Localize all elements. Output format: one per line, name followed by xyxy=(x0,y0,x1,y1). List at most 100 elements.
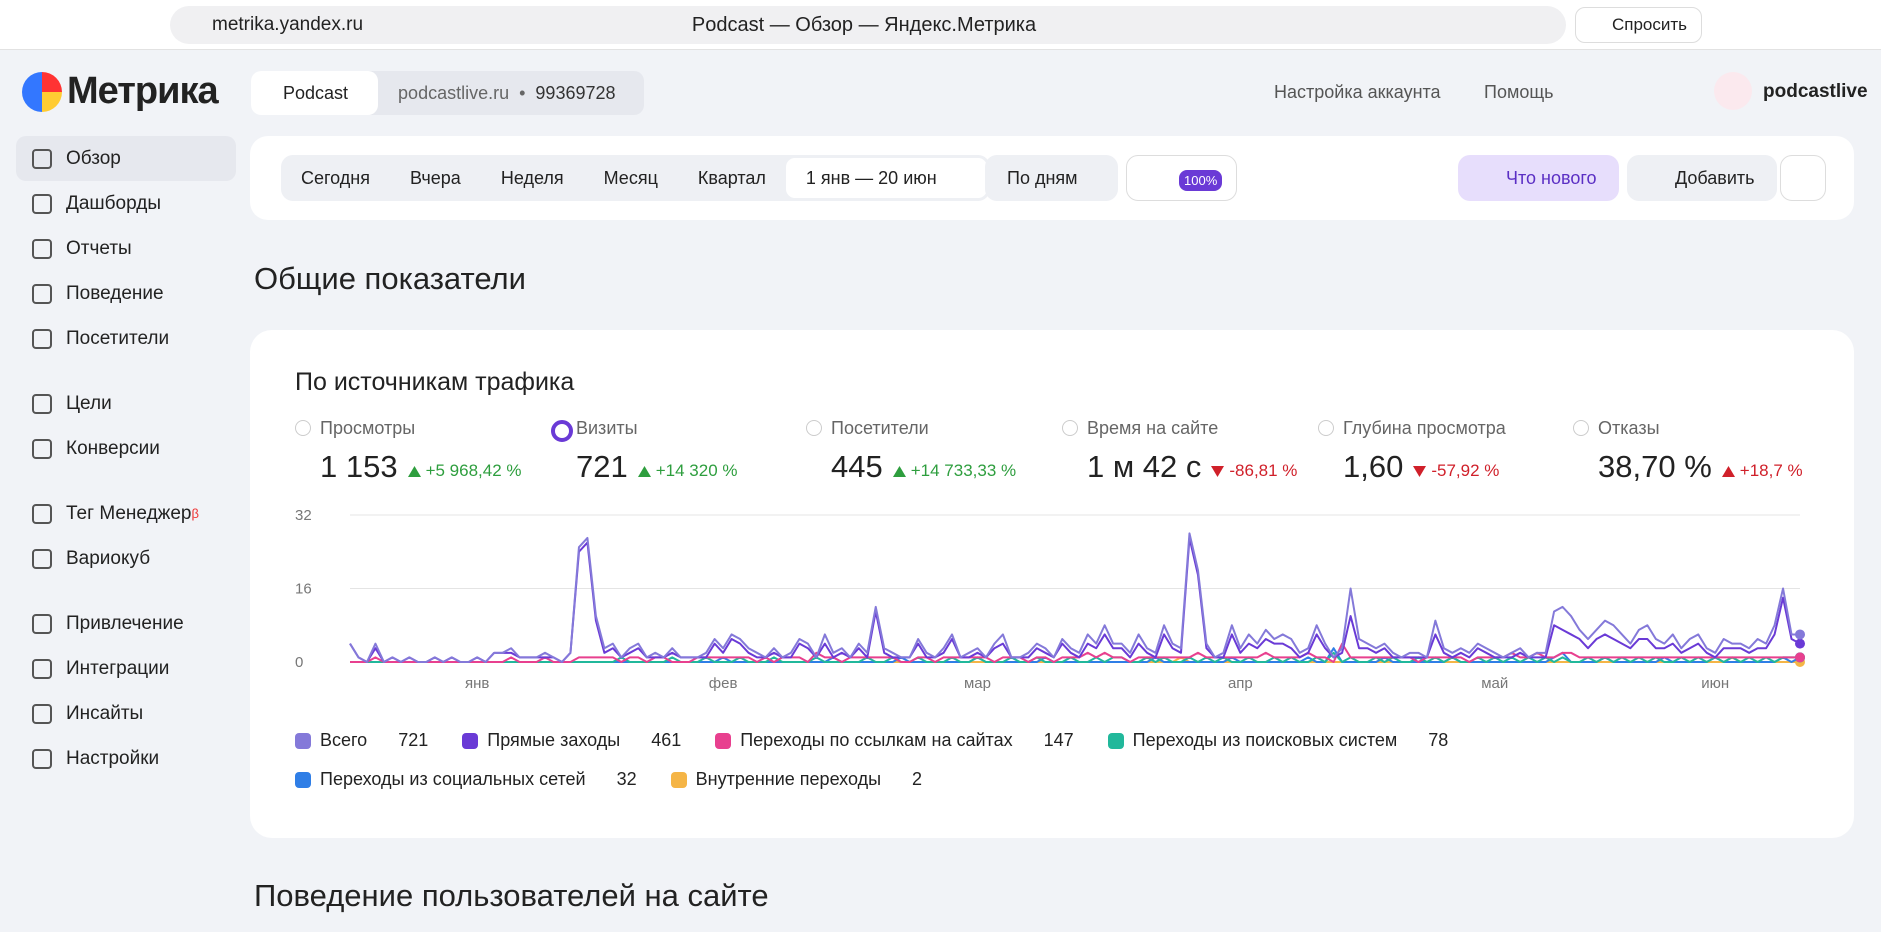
metric-value: 38,70 % xyxy=(1598,449,1712,484)
delta-text: +14 320 % xyxy=(655,461,738,480)
delta-text: -86,81 % xyxy=(1229,461,1298,480)
nav-item[interactable]: Цели xyxy=(16,381,236,426)
filters[interactable]: 100% xyxy=(1126,155,1238,201)
nav-label: Обзор xyxy=(66,147,121,169)
y-tick-label: 16 xyxy=(295,581,312,598)
period[interactable]: Сегодня xyxy=(301,167,370,188)
legend-count: 32 xyxy=(616,769,637,789)
section-title: Общие показатели xyxy=(254,261,526,296)
site: podcastlive.ru xyxy=(398,82,510,103)
legend-item[interactable]: Прямые заходы 461 xyxy=(462,730,681,751)
period[interactable]: Неделя xyxy=(500,167,564,188)
metric-row: 1 м 42 с -86,81 % xyxy=(1062,449,1297,485)
end-point xyxy=(1795,638,1805,649)
whats-new[interactable]: Что нового xyxy=(1458,155,1619,201)
legend-name: Переходы из поисковых систем xyxy=(1132,730,1398,750)
account-link[interactable]: Настройка аккаунта xyxy=(1274,82,1441,102)
card-title: По источникам трафика xyxy=(295,368,575,396)
ask-button[interactable]: Спросить xyxy=(1575,7,1703,43)
date-range[interactable]: 1 янв — 20 июн xyxy=(785,158,987,198)
x-tick-label: фев xyxy=(709,675,738,692)
legend-name: Переходы из социальных сетей xyxy=(320,769,586,789)
metric-delta: -57,92 % xyxy=(1413,461,1499,481)
logo[interactable]: Метрика xyxy=(67,70,219,112)
legend-name: Прямые заходы xyxy=(487,730,621,750)
metric-delta: +14 320 % xyxy=(637,461,738,481)
nav-item[interactable]: Дашборды xyxy=(16,181,236,226)
legend: Всего 721 Прямые заходы 461 Переходы по ссыл… xyxy=(295,730,1815,790)
help-link[interactable]: Помощь xyxy=(1484,82,1554,102)
series-line xyxy=(350,651,1800,663)
period[interactable]: Вчера xyxy=(410,167,461,188)
grouping[interactable]: По дням xyxy=(985,155,1118,201)
address-bar[interactable]: metrika.yandex.ru xyxy=(170,6,1566,44)
metric[interactable]: Визиты 721 +14 320 % xyxy=(551,418,738,485)
period[interactable]: Квартал xyxy=(697,167,766,188)
legend-item[interactable]: Переходы из социальных сетей 32 xyxy=(295,769,637,790)
nav-item[interactable]: Тег Менеджер β xyxy=(16,491,236,536)
section-title: Поведение пользователей на сайте xyxy=(254,878,769,913)
legend-item[interactable]: Внутренние переходы 2 xyxy=(670,769,923,790)
more[interactable] xyxy=(1780,155,1826,201)
x-tick-label: янв xyxy=(465,675,489,692)
metric[interactable]: Глубина просмотра 1,60 -57,92 % xyxy=(1318,418,1506,485)
trend-arrow xyxy=(892,466,906,477)
metric-value: 1,60 xyxy=(1343,449,1404,484)
metric-row: 1 153 +5 968,42 % xyxy=(295,449,522,485)
counter-select[interactable]: Podcast podcastlive.ru • 99369728 xyxy=(251,71,644,115)
metric[interactable]: Просмотры 1 153 +5 968,42 % xyxy=(295,418,522,485)
metric-name: Отказы xyxy=(1573,418,1803,439)
nav-label: Вариокуб xyxy=(66,547,151,569)
metric-name: Визиты xyxy=(551,418,738,442)
counter-name: Podcast xyxy=(251,71,379,115)
metric[interactable]: Посетители 445 +14 733,33 % xyxy=(806,418,1016,485)
arrow xyxy=(1721,466,1735,477)
avatar[interactable] xyxy=(1714,72,1752,110)
add-button[interactable]: Добавить xyxy=(1627,155,1777,201)
nav-item[interactable]: Настройки xyxy=(16,736,236,781)
metric[interactable]: Отказы 38,70 % +18,7 % xyxy=(1573,418,1803,485)
legend-swatch xyxy=(295,771,311,788)
metric-row: 38,70 % +18,7 % xyxy=(1573,449,1803,485)
nav-label: Поведение xyxy=(66,282,164,304)
metric-delta: +5 968,42 % xyxy=(407,461,522,481)
nav-item[interactable]: Обзор xyxy=(16,136,236,181)
x-tick-label: апр xyxy=(1228,675,1253,692)
nav-item[interactable]: Поведение xyxy=(16,271,236,316)
nav-item[interactable]: Инсайты xyxy=(16,691,236,736)
metric-row: 721 +14 320 % xyxy=(551,449,738,485)
beta: β xyxy=(191,506,199,521)
nav-label: Инсайты xyxy=(66,702,144,724)
arrow xyxy=(1211,466,1225,477)
counter-info: podcastlive.ru • 99369728 xyxy=(378,83,643,104)
legend-count: 461 xyxy=(651,730,682,750)
nav-item[interactable]: Привлечение xyxy=(16,601,236,646)
nav-label: Привлечение xyxy=(66,612,184,634)
legend-item[interactable]: Переходы по ссылкам на сайтах 147 xyxy=(715,730,1074,751)
nav-item[interactable]: Интеграции xyxy=(16,646,236,691)
arrow xyxy=(407,466,421,477)
user-name[interactable]: podcastlive xyxy=(1763,81,1868,102)
nav-item[interactable]: Посетители xyxy=(16,316,236,361)
trend-arrow xyxy=(407,466,421,477)
legend-swatch xyxy=(670,771,687,788)
nav-label: Интеграции xyxy=(66,657,170,679)
x-tick-label: мар xyxy=(964,675,991,692)
metric-name: Глубина просмотра xyxy=(1318,418,1506,439)
card xyxy=(250,330,1854,838)
series-line xyxy=(349,536,1801,663)
legend-name: Внутренние переходы xyxy=(695,769,882,789)
nav-item[interactable]: Вариокуб xyxy=(16,536,236,581)
nav-item[interactable]: Отчеты xyxy=(16,226,236,271)
nav-item[interactable]: Конверсии xyxy=(16,426,236,471)
metric-name: Время на сайте xyxy=(1062,418,1297,439)
metric-value: 1 153 xyxy=(320,449,398,484)
metric-value: 721 xyxy=(576,449,628,484)
legend-item[interactable]: Переходы из поисковых систем 78 xyxy=(1107,730,1448,751)
legend-swatch xyxy=(295,732,311,749)
legend-count: 2 xyxy=(912,769,923,789)
legend-item[interactable]: Всего 721 xyxy=(295,730,428,751)
period[interactable]: Месяц xyxy=(603,167,658,188)
metric[interactable]: Время на сайте 1 м 42 с -86,81 % xyxy=(1062,418,1297,485)
